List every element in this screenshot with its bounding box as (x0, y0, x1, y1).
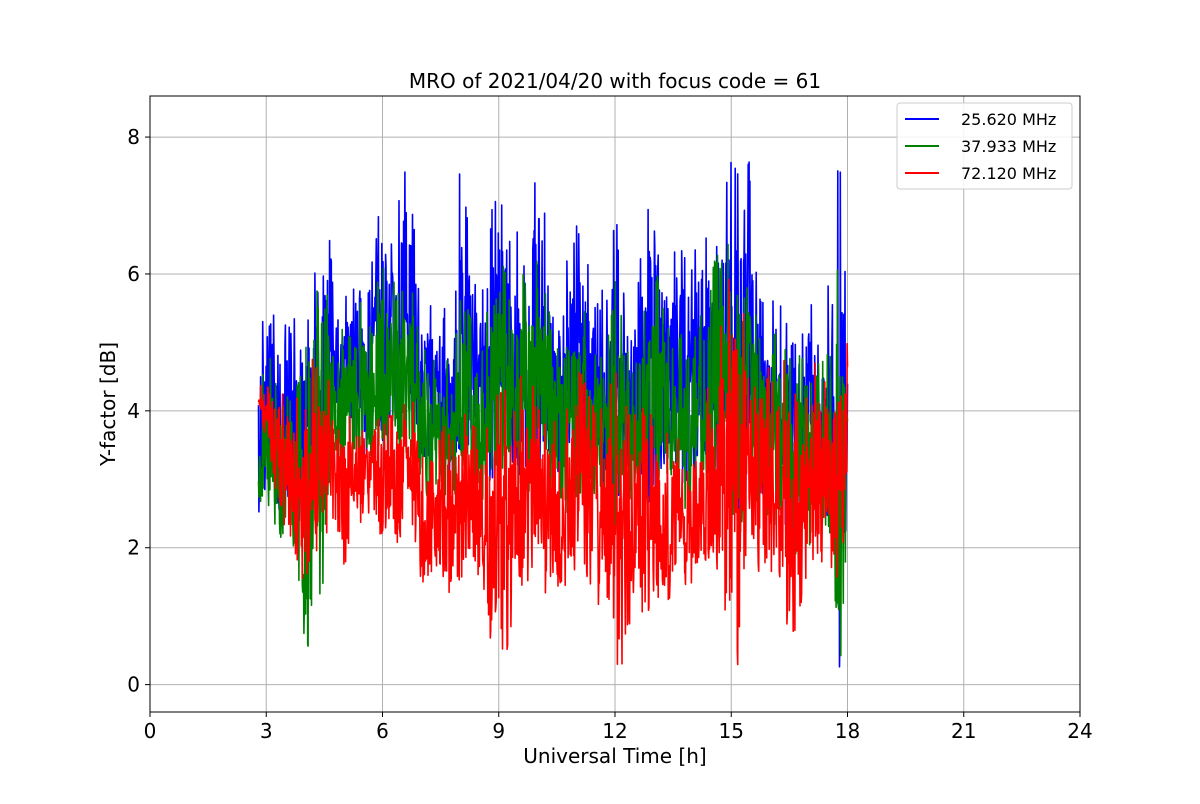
x-tick-label: 15 (719, 719, 744, 743)
y-tick-label: 6 (127, 262, 140, 286)
series-layer (257, 161, 849, 668)
x-tick-label: 6 (376, 719, 389, 743)
legend-label-3: 72.120 MHz (961, 164, 1056, 183)
x-tick-label: 24 (1067, 719, 1092, 743)
y-tick-label: 4 (127, 399, 140, 423)
y-tick-label: 8 (127, 125, 140, 149)
legend-label-2: 37.933 MHz (961, 137, 1056, 156)
x-tick-label: 21 (951, 719, 976, 743)
x-tick-label: 18 (835, 719, 860, 743)
x-tick-label: 3 (260, 719, 273, 743)
y-tick-label: 0 (127, 673, 140, 697)
x-tick-label: 0 (144, 719, 157, 743)
x-tick-label: 9 (492, 719, 505, 743)
y-axis-label: Y-factor [dB] (96, 342, 120, 467)
legend-label-1: 25.620 MHz (961, 110, 1056, 129)
x-tick-label: 12 (602, 719, 627, 743)
series-line-3 (257, 278, 849, 666)
chart-title: MRO of 2021/04/20 with focus code = 61 (409, 69, 821, 93)
y-tick-label: 2 (127, 536, 140, 560)
legend: 25.620 MHz 37.933 MHz 72.120 MHz (896, 102, 1073, 190)
legend-box (896, 102, 1073, 190)
x-axis-label: Universal Time [h] (523, 744, 706, 768)
